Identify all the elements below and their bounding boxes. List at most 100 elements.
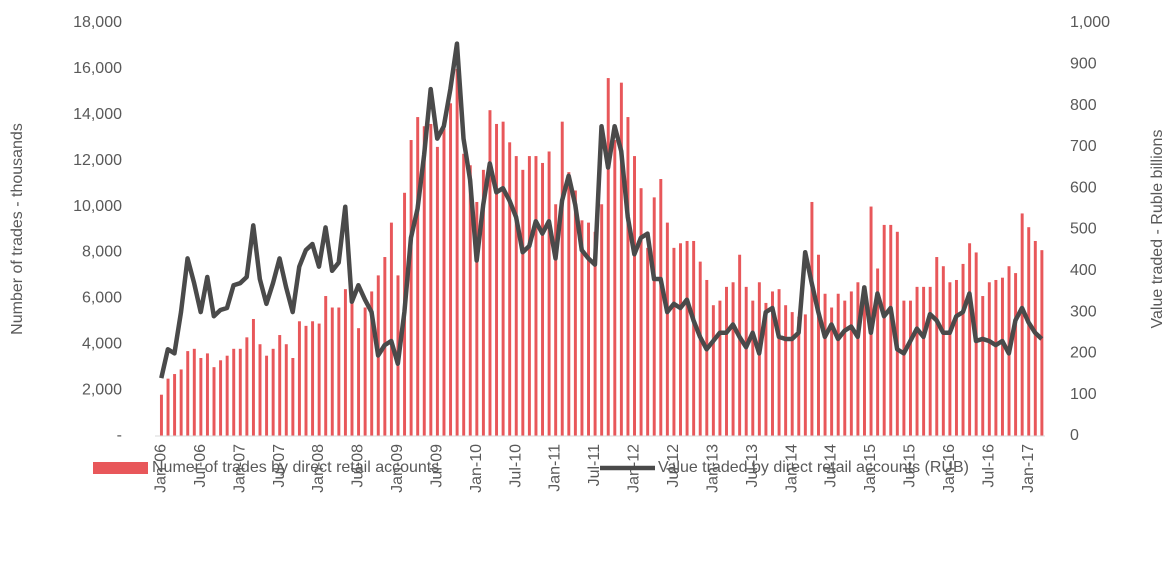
bar (922, 286, 926, 436)
bar (711, 305, 715, 436)
bar (311, 321, 315, 436)
y-tick-label: 300 (1070, 303, 1097, 320)
bar (173, 374, 177, 436)
y-tick-label: 400 (1070, 262, 1097, 279)
bar (554, 204, 558, 436)
bar (1020, 213, 1024, 436)
bar (573, 190, 577, 436)
bar (324, 296, 328, 436)
bar (291, 357, 295, 436)
bar (416, 117, 420, 437)
bar (797, 316, 801, 436)
bar (830, 307, 834, 436)
y2-axis-title: Value traded - Ruble billions (1149, 130, 1166, 329)
bar (357, 328, 361, 436)
bar (639, 188, 643, 436)
x-tick-label: Jul-14 (823, 444, 840, 488)
bar (541, 162, 545, 436)
bar (757, 282, 761, 436)
bar (659, 179, 663, 436)
legend-label: Numer of trades by direct retail account… (152, 459, 439, 476)
bar (389, 222, 393, 436)
y-tick-label: 600 (1070, 179, 1097, 196)
y-tick-label: 900 (1070, 56, 1097, 73)
bar (646, 247, 650, 436)
bar (219, 360, 223, 436)
bar (895, 231, 899, 436)
bar (613, 140, 617, 436)
bar (238, 348, 242, 436)
x-tick-label: Jan-15 (862, 444, 879, 493)
bar (843, 300, 847, 436)
bar (547, 151, 551, 436)
bar (738, 254, 742, 436)
bar (337, 307, 341, 436)
bar (606, 78, 610, 437)
bar (856, 282, 860, 436)
bar (429, 123, 433, 436)
bar (271, 348, 275, 436)
bar (481, 169, 485, 436)
bar (790, 312, 794, 436)
bar (186, 351, 190, 436)
y-tick-label: 200 (1070, 345, 1097, 362)
x-tick-label: Jan-16 (941, 444, 958, 493)
y-tick-label: 4,000 (82, 335, 122, 352)
x-tick-label: Jan-06 (153, 444, 170, 493)
bar (225, 355, 229, 436)
bar (587, 222, 591, 436)
y-tick-label: 10,000 (73, 198, 122, 215)
bar (278, 335, 282, 436)
x-tick-label: Jul-15 (902, 444, 919, 488)
x-tick-label: Jan-09 (389, 444, 406, 493)
bar (679, 243, 682, 436)
bar (836, 293, 840, 436)
x-tick-label: Jan-10 (468, 444, 485, 493)
bar (718, 300, 722, 436)
bar (633, 156, 636, 437)
y-tick-label: 16,000 (73, 60, 122, 77)
bar (600, 204, 604, 436)
bar (882, 224, 886, 436)
bar (817, 254, 820, 436)
bar (803, 314, 807, 436)
bar (521, 169, 525, 436)
y-tick-label: 6,000 (82, 290, 122, 307)
bar (652, 197, 656, 436)
legend-swatch (93, 462, 148, 474)
bar (343, 289, 347, 436)
x-tick-label: Jan-17 (1020, 444, 1037, 493)
bar (330, 307, 334, 436)
bar (744, 286, 748, 436)
y-tick-label: 18,000 (73, 14, 122, 31)
x-tick-label: Jan-13 (704, 444, 721, 493)
bar (935, 257, 939, 436)
x-tick-label: Jul-16 (980, 444, 997, 488)
bar (435, 146, 439, 436)
bar (370, 291, 374, 436)
x-tick-label: Jan-11 (547, 444, 564, 492)
y-tick-label: 0 (1070, 427, 1079, 444)
bar (199, 357, 203, 436)
x-tick-label: Jul-10 (507, 444, 524, 488)
bar (495, 123, 499, 436)
bar (501, 121, 505, 437)
x-tick-label: Jul-13 (744, 444, 761, 488)
bar (902, 300, 906, 436)
bar (567, 172, 571, 436)
bar (317, 323, 321, 436)
bar (534, 156, 538, 437)
bar (771, 291, 774, 436)
bar (468, 165, 472, 436)
bar (205, 353, 209, 436)
y-tick-label: 1,000 (1070, 14, 1110, 31)
bar (166, 378, 170, 436)
bar (297, 321, 301, 436)
bar (981, 296, 985, 436)
bar (994, 279, 998, 436)
bar (784, 305, 788, 436)
bar (849, 291, 853, 436)
bar (941, 266, 945, 436)
bar (363, 307, 367, 436)
bar (1027, 227, 1031, 436)
